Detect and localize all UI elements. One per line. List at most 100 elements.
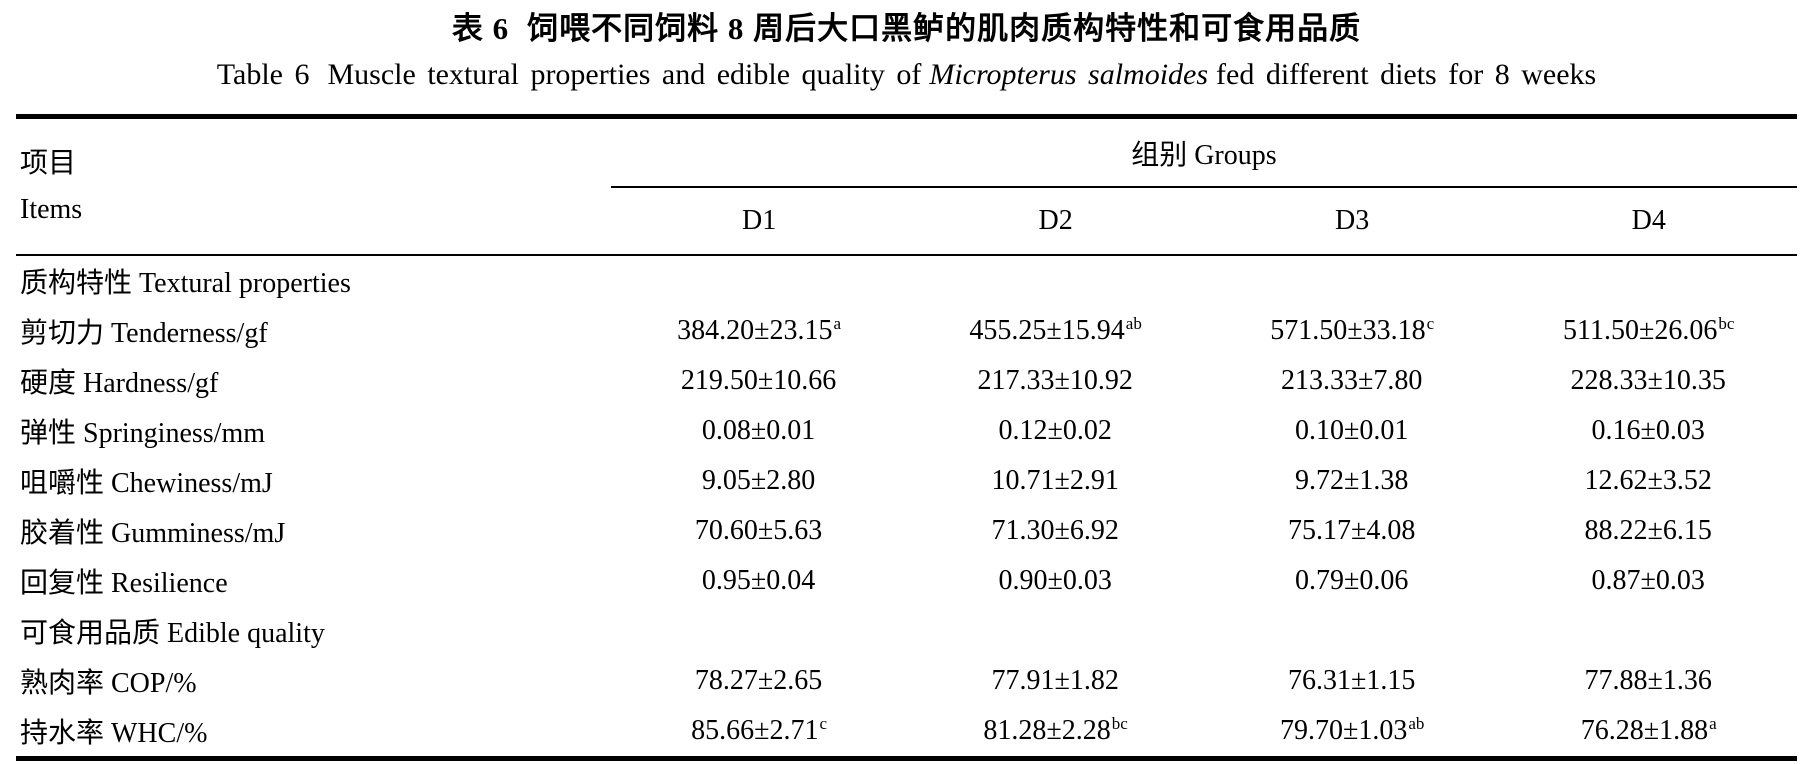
significance-superscript: ab bbox=[1408, 713, 1425, 733]
cell-value: 0.87±0.03 bbox=[1591, 565, 1705, 596]
table-title-chinese-text: 饲喂不同饲料 8 周后大口黑鲈的肌肉质构特性和可食用品质 bbox=[527, 11, 1362, 46]
row-label: 回复性 Resilience bbox=[20, 568, 228, 599]
cell-value: 9.05±2.80 bbox=[701, 465, 816, 496]
table-title-chinese: 表 6 饲喂不同饲料 8 周后大口黑鲈的肌肉质构特性和可食用品质 bbox=[0, 0, 1813, 48]
table-body: 质构特性 Textural properties 剪切力 Tenderness/… bbox=[16, 255, 1797, 759]
table-row: 硬度 Hardness/gf 219.50±10.66 217.33±10.92… bbox=[16, 356, 1797, 406]
column-header-d2: D2 bbox=[907, 187, 1204, 256]
cell-d3: 9.72±1.38 bbox=[1204, 456, 1501, 506]
cell-value: 71.30±6.92 bbox=[991, 515, 1119, 546]
cell-d2: 0.12±0.02 bbox=[907, 406, 1204, 456]
cell-d3: 79.70±1.03ab bbox=[1204, 706, 1501, 759]
table-row: 胶着性 Gumminess/mJ 70.60±5.63 71.30±6.92 7… bbox=[16, 506, 1797, 556]
row-label: 熟肉率 COP/% bbox=[20, 668, 197, 699]
table-row: 质构特性 Textural properties bbox=[16, 255, 1797, 306]
cell-d2: 77.91±1.82 bbox=[907, 656, 1204, 706]
cell-d1: 9.05±2.80 bbox=[611, 456, 908, 506]
significance-superscript: a bbox=[833, 313, 842, 333]
cell-d1: 78.27±2.65 bbox=[611, 656, 908, 706]
table-row: 可食用品质 Edible quality bbox=[16, 606, 1797, 656]
cell-d1: 384.20±23.15a bbox=[611, 306, 908, 356]
cell-d2: 81.28±2.28bc bbox=[907, 706, 1204, 759]
species-name-italic: Micropterus salmoides bbox=[929, 58, 1209, 91]
cell-d2: 10.71±2.91 bbox=[907, 456, 1204, 506]
cell-value: 455.25±15.94 bbox=[969, 315, 1125, 346]
row-label: 弹性 Springiness/mm bbox=[20, 418, 266, 449]
cell-value: 9.72±1.38 bbox=[1294, 465, 1409, 496]
cell-value: 12.62±3.52 bbox=[1584, 465, 1712, 496]
cell-d2: 0.90±0.03 bbox=[907, 556, 1204, 606]
row-label: 持水率 WHC/% bbox=[20, 718, 208, 749]
row-label: 可食用品质 Edible quality bbox=[20, 618, 325, 649]
cell-d3: 0.10±0.01 bbox=[1204, 406, 1501, 456]
cell-value: 511.50±26.06 bbox=[1563, 315, 1718, 346]
cell-value: 88.22±6.15 bbox=[1584, 515, 1712, 546]
cell-value: 75.17±4.08 bbox=[1287, 515, 1416, 546]
cell-value: 0.12±0.02 bbox=[998, 415, 1112, 446]
cell-d3: 75.17±4.08 bbox=[1204, 506, 1501, 556]
cell-d3: 0.79±0.06 bbox=[1204, 556, 1501, 606]
row-label: 质构特性 Textural properties bbox=[20, 268, 351, 299]
row-label: 胶着性 Gumminess/mJ bbox=[20, 518, 286, 549]
table-row: 咀嚼性 Chewiness/mJ 9.05±2.80 10.71±2.91 9.… bbox=[16, 456, 1797, 506]
table-number-chinese: 表 6 bbox=[451, 11, 510, 46]
cell-d4 bbox=[1500, 255, 1797, 306]
column-header-d4: D4 bbox=[1500, 187, 1797, 256]
cell-d1 bbox=[611, 255, 908, 306]
table-header: 项目 Items 组别 Groups D1 D2 D3 D4 bbox=[16, 116, 1797, 256]
cell-d4: 88.22±6.15 bbox=[1500, 506, 1797, 556]
cell-d3 bbox=[1204, 606, 1501, 656]
cell-d2: 217.33±10.92 bbox=[907, 356, 1204, 406]
cell-value: 10.71±2.91 bbox=[991, 465, 1119, 496]
cell-d3: 213.33±7.80 bbox=[1204, 356, 1501, 406]
cell-value: 85.66±2.71 bbox=[691, 715, 819, 746]
cell-value: 0.90±0.03 bbox=[998, 565, 1112, 596]
cell-d2: 71.30±6.92 bbox=[907, 506, 1204, 556]
items-header-chinese: 项目 bbox=[20, 147, 77, 179]
cell-value: 0.95±0.04 bbox=[701, 565, 816, 596]
cell-value: 77.91±1.82 bbox=[991, 665, 1119, 696]
cell-d1: 0.08±0.01 bbox=[611, 406, 908, 456]
significance-superscript: bc bbox=[1111, 713, 1128, 733]
cell-value: 77.88±1.36 bbox=[1584, 665, 1712, 696]
cell-d3 bbox=[1204, 255, 1501, 306]
row-label: 咀嚼性 Chewiness/mJ bbox=[20, 468, 273, 499]
cell-d3: 76.31±1.15 bbox=[1204, 656, 1501, 706]
cell-d4: 0.16±0.03 bbox=[1500, 406, 1797, 456]
cell-value: 81.28±2.28 bbox=[983, 715, 1111, 746]
table-title-english: Table 6 Muscle textural properties and ed… bbox=[0, 56, 1813, 94]
table-row: 熟肉率 COP/% 78.27±2.65 77.91±1.82 76.31±1.… bbox=[16, 656, 1797, 706]
column-header-d3: D3 bbox=[1203, 187, 1501, 256]
cell-value: 0.79±0.06 bbox=[1294, 565, 1409, 596]
row-label: 硬度 Hardness/gf bbox=[20, 368, 219, 399]
cell-value: 217.33±10.92 bbox=[977, 365, 1133, 396]
header-row-groups: 项目 Items 组别 Groups bbox=[16, 116, 1797, 256]
cell-d2: 455.25±15.94ab bbox=[907, 306, 1204, 356]
header-row-diet-columns: D1 D2 D3 D4 bbox=[16, 187, 1797, 256]
cell-value: 79.70±1.03 bbox=[1279, 715, 1408, 746]
cell-d4: 77.88±1.36 bbox=[1500, 656, 1797, 706]
significance-superscript: c bbox=[1426, 313, 1435, 333]
cell-value: 384.20±23.15 bbox=[677, 315, 833, 346]
cell-d4: 12.62±3.52 bbox=[1500, 456, 1797, 506]
items-header-english: Items bbox=[20, 193, 83, 225]
cell-value: 0.10±0.01 bbox=[1294, 415, 1409, 446]
significance-superscript: ab bbox=[1125, 313, 1142, 333]
cell-value: 0.08±0.01 bbox=[701, 415, 816, 446]
data-table: 项目 Items 组别 Groups D1 D2 D3 D4 质构特性 Text… bbox=[16, 114, 1797, 761]
items-column-header: 项目 Items bbox=[16, 116, 611, 256]
cell-d1: 85.66±2.71c bbox=[611, 706, 908, 759]
cell-value: 76.31±1.15 bbox=[1287, 665, 1416, 696]
column-header-d1: D1 bbox=[610, 187, 908, 256]
data-table-container: 项目 Items 组别 Groups D1 D2 D3 D4 质构特性 Text… bbox=[16, 114, 1797, 761]
cell-d1: 219.50±10.66 bbox=[611, 356, 908, 406]
cell-value: 228.33±10.35 bbox=[1570, 365, 1726, 396]
cell-d3: 571.50±33.18c bbox=[1204, 306, 1501, 356]
cell-value: 571.50±33.18 bbox=[1270, 315, 1426, 346]
cell-d1 bbox=[611, 606, 908, 656]
cell-value: 0.16±0.03 bbox=[1591, 415, 1705, 446]
cell-d4 bbox=[1500, 606, 1797, 656]
cell-value: 213.33±7.80 bbox=[1280, 365, 1423, 396]
cell-d2 bbox=[907, 255, 1204, 306]
table-row: 持水率 WHC/% 85.66±2.71c 81.28±2.28bc 79.70… bbox=[16, 706, 1797, 759]
